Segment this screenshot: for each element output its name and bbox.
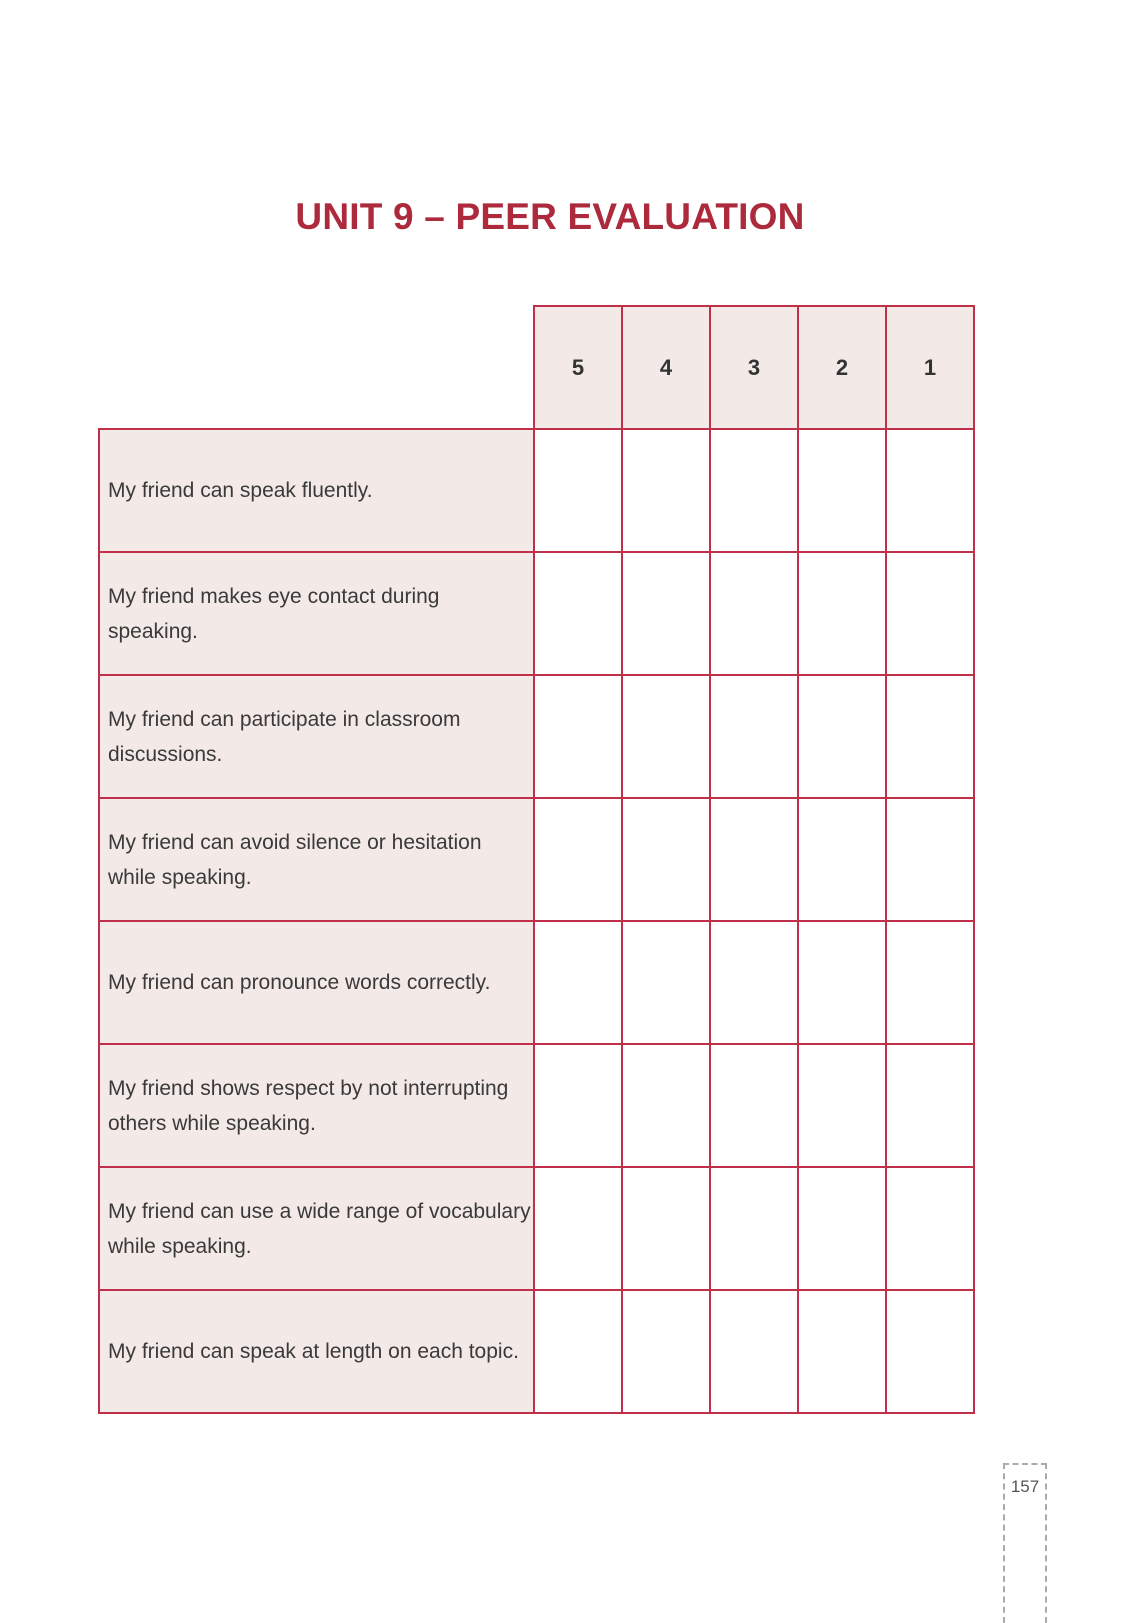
rating-cell-4[interactable] (621, 428, 711, 553)
table-row: My friend makes eye contact during speak… (98, 551, 975, 676)
rating-cell-5[interactable] (533, 674, 623, 799)
rating-cell-3[interactable] (709, 428, 799, 553)
rating-cell-2[interactable] (797, 797, 887, 922)
rating-cell-5[interactable] (533, 920, 623, 1045)
scale-header: 2 (797, 305, 887, 430)
rating-cell-1[interactable] (885, 1043, 975, 1168)
table-row: My friend shows respect by not interrupt… (98, 1043, 975, 1168)
rating-cell-3[interactable] (709, 797, 799, 922)
rating-cell-2[interactable] (797, 1289, 887, 1414)
header-row: 5 4 3 2 1 (99, 305, 975, 430)
rating-cell-3[interactable] (709, 674, 799, 799)
scale-header: 3 (709, 305, 799, 430)
rating-cell-3[interactable] (709, 1166, 799, 1291)
rating-cell-1[interactable] (885, 1289, 975, 1414)
criterion-label: My friend can participate in classroom d… (98, 674, 535, 799)
criterion-label: My friend shows respect by not interrupt… (98, 1043, 535, 1168)
rating-cell-4[interactable] (621, 551, 711, 676)
rating-cell-1[interactable] (885, 797, 975, 922)
page-title: UNIT 9 – PEER EVALUATION (295, 196, 805, 237)
rating-cell-5[interactable] (533, 1289, 623, 1414)
rating-cell-1[interactable] (885, 1166, 975, 1291)
table-row: My friend can participate in classroom d… (98, 674, 975, 799)
scale-header: 5 (533, 305, 623, 430)
criterion-label: My friend makes eye contact during speak… (98, 551, 535, 676)
table-row: My friend can use a wide range of vocabu… (98, 1166, 975, 1291)
evaluation-table: 5 4 3 2 1 My friend can speak fluently. M… (98, 305, 975, 1414)
rating-cell-4[interactable] (621, 674, 711, 799)
rating-cell-1[interactable] (885, 428, 975, 553)
rating-cell-5[interactable] (533, 797, 623, 922)
table-row: My friend can avoid silence or hesitatio… (98, 797, 975, 922)
rating-cell-4[interactable] (621, 920, 711, 1045)
rating-cell-2[interactable] (797, 920, 887, 1045)
page-number: 157 (1003, 1463, 1047, 1623)
rating-cell-1[interactable] (885, 551, 975, 676)
rating-cell-2[interactable] (797, 1166, 887, 1291)
empty-corner-cell (99, 306, 534, 430)
rating-cell-2[interactable] (797, 551, 887, 676)
rating-cell-3[interactable] (709, 551, 799, 676)
table-row: My friend can pronounce words correctly. (98, 920, 975, 1045)
rating-cell-2[interactable] (797, 428, 887, 553)
rating-cell-5[interactable] (533, 1166, 623, 1291)
table-row: My friend can speak fluently. (98, 428, 975, 553)
scale-header: 1 (885, 305, 975, 430)
criterion-label: My friend can speak at length on each to… (98, 1289, 535, 1414)
criterion-label: My friend can avoid silence or hesitatio… (98, 797, 535, 922)
rating-cell-2[interactable] (797, 1043, 887, 1168)
rating-cell-4[interactable] (621, 1166, 711, 1291)
criterion-label: My friend can use a wide range of vocabu… (98, 1166, 535, 1291)
rating-cell-5[interactable] (533, 1043, 623, 1168)
table-row: My friend can speak at length on each to… (98, 1289, 975, 1414)
criterion-label: My friend can speak fluently. (98, 428, 535, 553)
rating-cell-2[interactable] (797, 674, 887, 799)
criterion-label: My friend can pronounce words correctly. (98, 920, 535, 1045)
scale-header: 4 (621, 305, 711, 430)
rating-cell-3[interactable] (709, 1043, 799, 1168)
rating-cell-5[interactable] (533, 428, 623, 553)
rating-cell-4[interactable] (621, 1289, 711, 1414)
rating-cell-4[interactable] (621, 797, 711, 922)
rating-cell-1[interactable] (885, 674, 975, 799)
rating-cell-3[interactable] (709, 1289, 799, 1414)
rating-cell-5[interactable] (533, 551, 623, 676)
rating-cell-4[interactable] (621, 1043, 711, 1168)
rating-cell-1[interactable] (885, 920, 975, 1045)
rating-cell-3[interactable] (709, 920, 799, 1045)
